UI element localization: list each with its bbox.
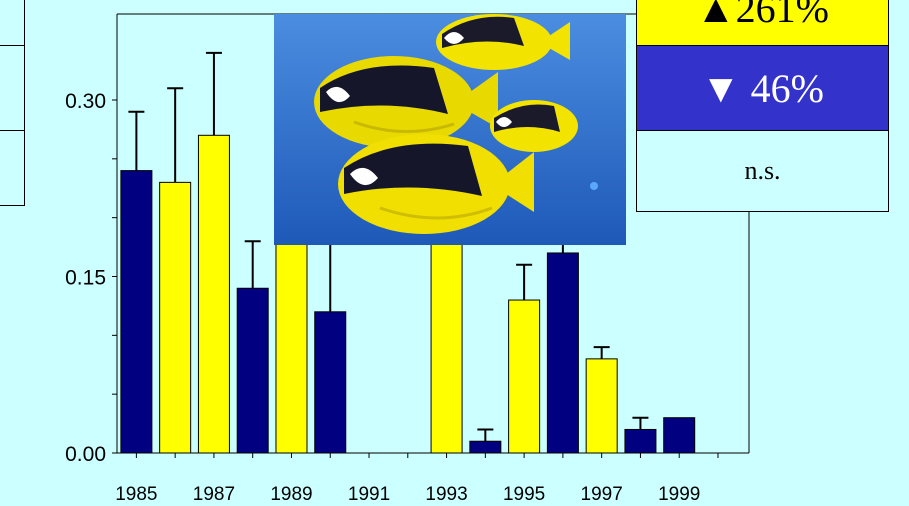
bar-1994 — [469, 440, 502, 454]
x-tick-label: 1987 — [193, 484, 235, 505]
bar-1996 — [546, 252, 579, 454]
bar-1989 — [275, 217, 308, 454]
y-axis-ticks: 0.00 0.15 0.30 — [65, 90, 117, 466]
legend-decrease: ▼ 46% — [636, 45, 889, 131]
x-tick-label: 1991 — [348, 484, 390, 505]
fish-icon — [490, 100, 578, 152]
bar-1987 — [197, 134, 230, 454]
legend-increase: ▲261% — [636, 0, 889, 46]
bar-1986 — [159, 181, 192, 454]
x-tick-label: 1997 — [581, 484, 623, 505]
x-tick-label: 1999 — [658, 484, 700, 505]
x-tick-label: 1995 — [503, 484, 545, 505]
legend-left-white-swatch — [0, 130, 25, 206]
x-axis-ticks: 1985 1987 1989 1991 1993 1995 1997 1999 — [115, 453, 719, 505]
bar-1998 — [624, 428, 657, 454]
bar-1997 — [585, 358, 618, 454]
legend-increase-label: ▲261% — [696, 0, 829, 31]
bar-1985 — [120, 170, 153, 454]
fish-icon — [436, 14, 570, 70]
x-tick-label: 1989 — [270, 484, 312, 505]
butterflyfish-illustration — [274, 14, 626, 245]
y-tick-label: 0.30 — [65, 90, 106, 113]
fish-icon — [338, 134, 534, 234]
bar-1995 — [508, 299, 541, 454]
fish-icon — [314, 56, 498, 148]
legend-decrease-label: ▼ 46% — [701, 65, 824, 111]
legend-not-significant-label: n.s. — [744, 156, 781, 185]
bar-1988 — [236, 287, 269, 454]
butterflyfish-photo — [274, 14, 626, 245]
bubble-icon — [590, 182, 598, 190]
legend-left-blue-swatch — [0, 45, 25, 131]
y-tick-label: 0.00 — [65, 443, 106, 466]
y-tick-label: 0.15 — [65, 267, 106, 290]
bar-1999 — [663, 417, 696, 454]
x-tick-label: 1985 — [115, 484, 157, 505]
legend-not-significant: n.s. — [636, 130, 889, 212]
bar-1990 — [314, 311, 347, 454]
legend-left-yellow-swatch — [0, 0, 25, 46]
x-tick-label: 1993 — [425, 484, 467, 505]
